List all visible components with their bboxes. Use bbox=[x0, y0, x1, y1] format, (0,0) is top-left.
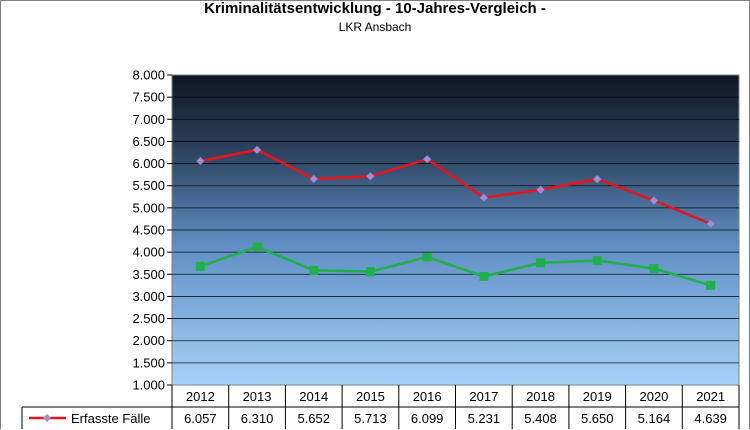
data-point bbox=[649, 264, 659, 274]
x-tick-label: 2015 bbox=[356, 389, 385, 404]
x-tick-label: 2018 bbox=[526, 389, 555, 404]
y-tick-label: 6.000 bbox=[132, 156, 165, 171]
y-tick-label: 7.000 bbox=[132, 112, 165, 127]
y-tick-label: 8.000 bbox=[132, 68, 165, 83]
data-point bbox=[706, 219, 716, 229]
chart-title: Kriminalitätsentwicklung - 10-Jahres-Ver… bbox=[204, 0, 546, 17]
data-label: 6.099 bbox=[411, 411, 444, 426]
data-point bbox=[195, 261, 205, 271]
data-point bbox=[479, 272, 489, 281]
y-tick-label: 3.500 bbox=[132, 267, 165, 282]
x-tick-label: 2020 bbox=[639, 389, 668, 404]
data-label: 5.650 bbox=[581, 411, 614, 426]
data-point bbox=[422, 154, 432, 164]
y-tick-label: 4.500 bbox=[132, 223, 165, 238]
legend-label: Erfasste Fälle bbox=[71, 411, 150, 426]
y-tick-label: 4.000 bbox=[132, 245, 165, 260]
series-line bbox=[200, 148, 712, 226]
y-tick-label: 2.000 bbox=[132, 333, 165, 348]
y-tick-label: 1.000 bbox=[132, 378, 165, 393]
data-point bbox=[592, 174, 602, 184]
y-tick-label: 5.000 bbox=[132, 200, 165, 215]
chart-subtitle: LKR Ansbach bbox=[338, 20, 412, 34]
data-point bbox=[309, 174, 319, 184]
y-tick-label: 2.500 bbox=[132, 311, 165, 326]
data-label: 5.408 bbox=[524, 411, 557, 426]
data-point bbox=[592, 256, 602, 266]
data-point bbox=[422, 252, 432, 262]
x-tick-label: 2021 bbox=[696, 389, 725, 404]
data-label: 5.231 bbox=[468, 411, 501, 426]
legend-marker bbox=[43, 414, 51, 422]
y-tick-label: 6.500 bbox=[132, 134, 165, 149]
data-label: 6.310 bbox=[241, 411, 274, 426]
data-label: 4.639 bbox=[694, 411, 727, 426]
data-label: 5.164 bbox=[638, 411, 671, 426]
data-point bbox=[195, 156, 205, 166]
x-tick-label: 2012 bbox=[186, 389, 215, 404]
series-line bbox=[199, 245, 712, 287]
x-tick-label: 2014 bbox=[299, 389, 328, 404]
y-tick-label: 3.000 bbox=[132, 289, 165, 304]
data-point bbox=[479, 193, 489, 202]
y-tick-label: 7.500 bbox=[132, 90, 165, 105]
y-tick-label: 1.500 bbox=[132, 355, 165, 370]
data-point bbox=[365, 267, 375, 277]
data-label: 6.057 bbox=[184, 411, 217, 426]
x-tick-label: 2019 bbox=[583, 389, 612, 404]
data-label: 5.713 bbox=[354, 411, 387, 426]
data-point bbox=[309, 265, 319, 275]
x-tick-label: 2017 bbox=[469, 389, 498, 404]
data-point bbox=[252, 242, 262, 252]
y-tick-label: 5.500 bbox=[132, 178, 165, 193]
data-point bbox=[252, 145, 262, 155]
data-point bbox=[706, 280, 716, 290]
data-point bbox=[536, 185, 545, 195]
data-point bbox=[536, 258, 546, 268]
data-point bbox=[649, 196, 659, 205]
x-tick-label: 2016 bbox=[413, 389, 442, 404]
data-label: 5.652 bbox=[297, 411, 330, 426]
x-tick-label: 2013 bbox=[243, 389, 272, 404]
data-point bbox=[366, 171, 375, 181]
